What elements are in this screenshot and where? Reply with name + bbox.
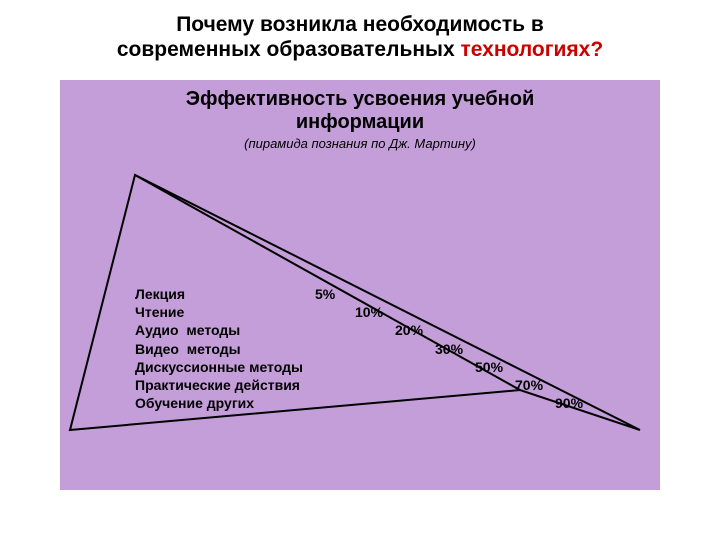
data-row: Чтение 10% <box>135 303 583 321</box>
data-row: Дискуссионные методы 50% <box>135 358 583 376</box>
data-row: Практические действия 70% <box>135 376 583 394</box>
pyramid-diagram <box>0 0 720 540</box>
row-label: Обучение других <box>135 394 315 412</box>
data-row: Аудио методы 20% <box>135 321 583 339</box>
row-label: Аудио методы <box>135 321 315 339</box>
row-percent: 30% <box>435 340 463 358</box>
data-row: Лекция5% <box>135 285 583 303</box>
row-label: Чтение <box>135 303 315 321</box>
row-percent: 50% <box>475 358 503 376</box>
row-label: Практические действия <box>135 376 315 394</box>
row-label: Дискуссионные методы <box>135 358 315 376</box>
row-percent: 90% <box>555 394 583 412</box>
data-rows: Лекция5%Чтение10%Аудио методы20%Видео ме… <box>135 285 583 412</box>
row-percent: 5% <box>315 285 335 303</box>
row-label: Лекция <box>135 285 315 303</box>
data-row: Видео методы 30% <box>135 340 583 358</box>
row-percent: 20% <box>395 321 423 339</box>
row-percent: 10% <box>355 303 383 321</box>
row-percent: 70% <box>515 376 543 394</box>
data-row: Обучение других 90% <box>135 394 583 412</box>
row-label: Видео методы <box>135 340 315 358</box>
slide: Почему возникла необходимость в современ… <box>0 0 720 540</box>
